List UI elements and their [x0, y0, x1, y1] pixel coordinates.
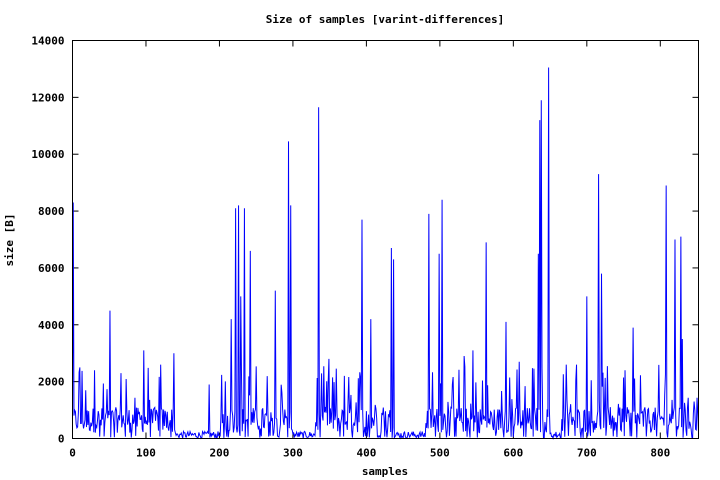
x-tick-label: 500	[430, 447, 450, 460]
x-axis-label: samples	[362, 465, 408, 478]
x-tick-label: 800	[650, 447, 670, 460]
y-axis-ticks: 0 2000 4000 6000 8000 10000 12000 14000	[31, 35, 699, 446]
y-tick-label: 0	[58, 433, 65, 446]
y-tick-label: 6000	[38, 262, 65, 275]
y-tick-label: 10000	[31, 148, 64, 161]
x-tick-label: 400	[356, 447, 376, 460]
y-tick-label: 4000	[38, 319, 65, 332]
y-tick-label: 2000	[38, 376, 65, 389]
x-tick-label: 200	[210, 447, 230, 460]
x-tick-label: 300	[283, 447, 303, 460]
x-axis-ticks: 0 100 200 300 400 500 600 700 800	[69, 40, 670, 460]
y-tick-label: 8000	[38, 205, 65, 218]
y-axis-label: size [B]	[3, 214, 16, 267]
chart-title: Size of samples [varint-differences]	[266, 13, 504, 26]
y-tick-label: 14000	[31, 35, 64, 48]
x-tick-label: 600	[503, 447, 523, 460]
data-series-line	[72, 67, 699, 440]
x-tick-label: 100	[136, 447, 156, 460]
x-tick-label: 700	[577, 447, 597, 460]
x-tick-label: 0	[69, 447, 76, 460]
y-tick-label: 12000	[31, 91, 64, 104]
plot-frame	[72, 40, 699, 439]
